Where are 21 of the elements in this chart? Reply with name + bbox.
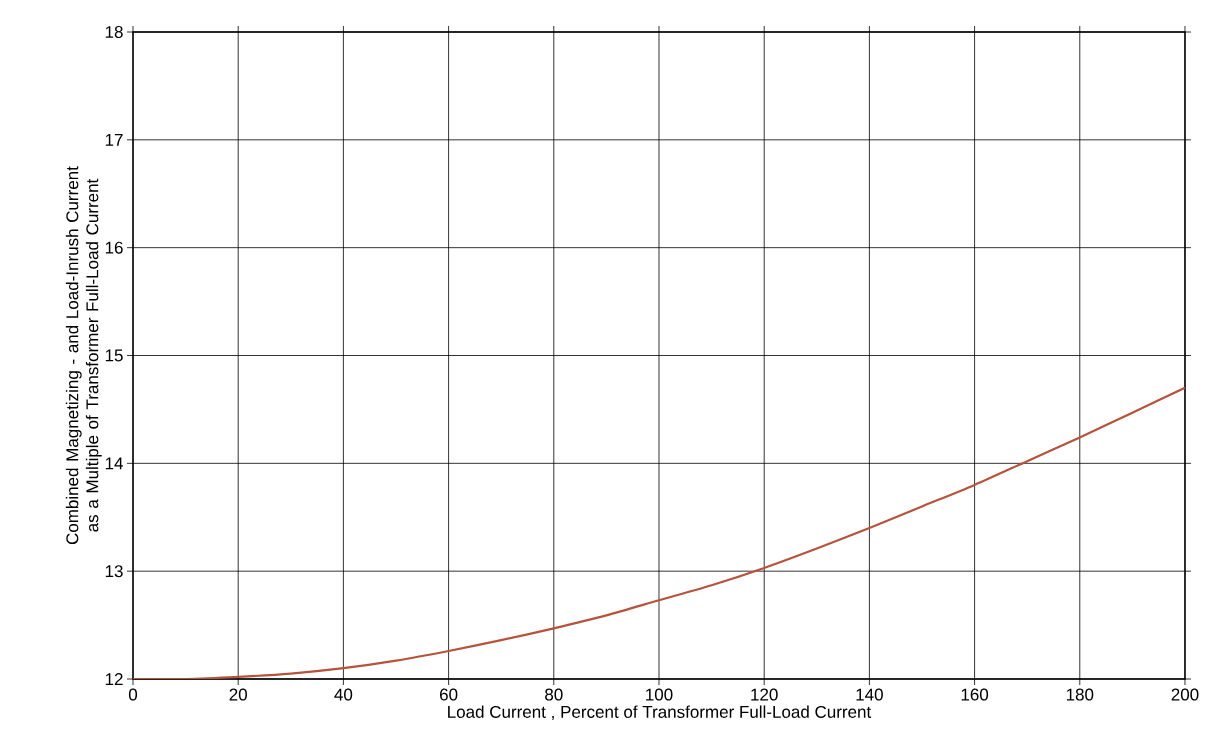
- x-tick-label: 100: [646, 688, 673, 701]
- x-axis-title: Load Current , Percent of Transformer Full-Load Current: [448, 705, 872, 720]
- y-tick-label: 18: [105, 25, 123, 39]
- y-tick-label: 17: [105, 133, 123, 146]
- x-tick-label: 0: [128, 688, 138, 701]
- x-tick-label: 20: [229, 688, 247, 701]
- y-tick-label: 12: [105, 673, 123, 685]
- y-tick-label: 15: [105, 349, 123, 362]
- x-tick-label: 140: [856, 688, 883, 701]
- x-tick-label: 160: [961, 688, 989, 701]
- x-tick-label: 80: [545, 688, 563, 701]
- line-series: [133, 386, 1185, 679]
- x-tick-label: 180: [1066, 688, 1094, 701]
- y-tick-label: 13: [105, 565, 123, 578]
- x-tick-label: 200: [1171, 688, 1199, 701]
- x-tick-label: 60: [440, 688, 458, 701]
- x-tick-label: 120: [751, 688, 778, 701]
- y-tick-label: 14: [105, 457, 123, 470]
- x-tick-label: 40: [334, 688, 353, 701]
- y-tick-label: 16: [105, 241, 123, 254]
- y-axis-title: Combined Magnetizing - and Load-Inrush Current as a Multiple of Transformer Full-Load Current: [65, 166, 102, 545]
